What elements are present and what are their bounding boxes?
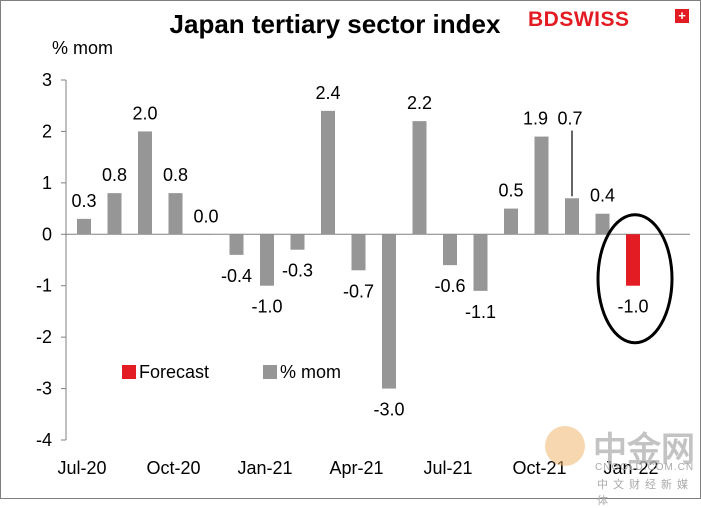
- x-tick-label: Oct-20: [146, 458, 200, 478]
- y-tick-label: 3: [42, 70, 52, 90]
- data-label: 0.5: [498, 181, 523, 201]
- bar: [443, 234, 457, 266]
- y-tick-label: -2: [36, 327, 52, 347]
- bar: [351, 234, 366, 271]
- data-label: -1.0: [251, 297, 282, 317]
- watermark-url: CNGOLD.COM.CN: [595, 462, 695, 473]
- data-label: -0.4: [221, 266, 252, 286]
- x-tick-label: Jul-21: [423, 458, 472, 478]
- data-label: 0.4: [590, 186, 615, 206]
- legend-label-forecast: Forecast: [139, 362, 209, 382]
- bdswiss-logo: BDSWISS: [528, 8, 630, 31]
- bar: [199, 234, 213, 235]
- bar: [290, 234, 305, 250]
- x-tick-label: Oct-21: [512, 458, 566, 478]
- bar: [138, 131, 152, 235]
- data-label: 2.2: [407, 93, 432, 113]
- forecast-bar: [626, 234, 640, 286]
- bar: [168, 193, 183, 235]
- bar: [77, 218, 91, 235]
- cngold-watermark: 中金网 CNGOLD.COM.CN 中文财经新媒体: [545, 418, 695, 507]
- logo-cross-icon: +: [675, 9, 689, 23]
- watermark-logo-icon: [545, 426, 585, 466]
- y-axis-unit-label: % mom: [52, 38, 114, 58]
- legend-swatch-mom: [263, 365, 277, 379]
- x-tick-label: Jan-21: [237, 458, 292, 478]
- y-tick-label: 2: [42, 121, 52, 141]
- data-label: 0.7: [557, 109, 582, 129]
- legend-swatch-forecast: [122, 365, 136, 379]
- data-label: -3.0: [373, 400, 404, 420]
- y-tick-label: -1: [36, 276, 52, 296]
- data-label: 0.3: [71, 191, 96, 211]
- data-label: 1.9: [523, 109, 548, 129]
- x-tick-label: Jul-20: [57, 458, 106, 478]
- y-tick-label: 0: [42, 224, 52, 244]
- data-label: 0.8: [163, 165, 188, 185]
- data-label: -1.0: [617, 297, 648, 317]
- data-label: 0.8: [102, 165, 127, 185]
- data-label: 2.4: [315, 83, 340, 103]
- watermark-tagline: 中文财经新媒体: [597, 479, 693, 507]
- data-label: -0.3: [282, 261, 313, 281]
- watermark-title: 中金网: [593, 431, 695, 469]
- x-tick-label: Jan-22: [603, 458, 658, 478]
- data-label: 2.0: [132, 103, 157, 123]
- x-tick-label: Apr-21: [329, 458, 383, 478]
- bar: [382, 234, 396, 389]
- bar: [107, 193, 122, 235]
- data-label: 0.0: [193, 206, 218, 226]
- bar: [412, 121, 427, 235]
- data-label: -0.7: [343, 281, 374, 301]
- legend-label-mom: % mom: [280, 362, 341, 382]
- bar: [473, 234, 488, 291]
- chart-title: Japan tertiary sector index: [169, 9, 501, 39]
- forecast-highlight-ellipse: [596, 213, 674, 345]
- y-tick-label: 1: [42, 173, 52, 193]
- bar: [534, 136, 549, 235]
- bar: [321, 110, 335, 235]
- data-label: -1.1: [465, 302, 496, 322]
- data-label: -0.6: [434, 276, 465, 296]
- bar: [595, 213, 610, 235]
- bar: [260, 234, 274, 286]
- y-tick-label: -3: [36, 379, 52, 399]
- bar: [504, 208, 518, 235]
- bar: [565, 198, 579, 235]
- bar: [229, 234, 244, 255]
- y-tick-label: -4: [36, 430, 52, 450]
